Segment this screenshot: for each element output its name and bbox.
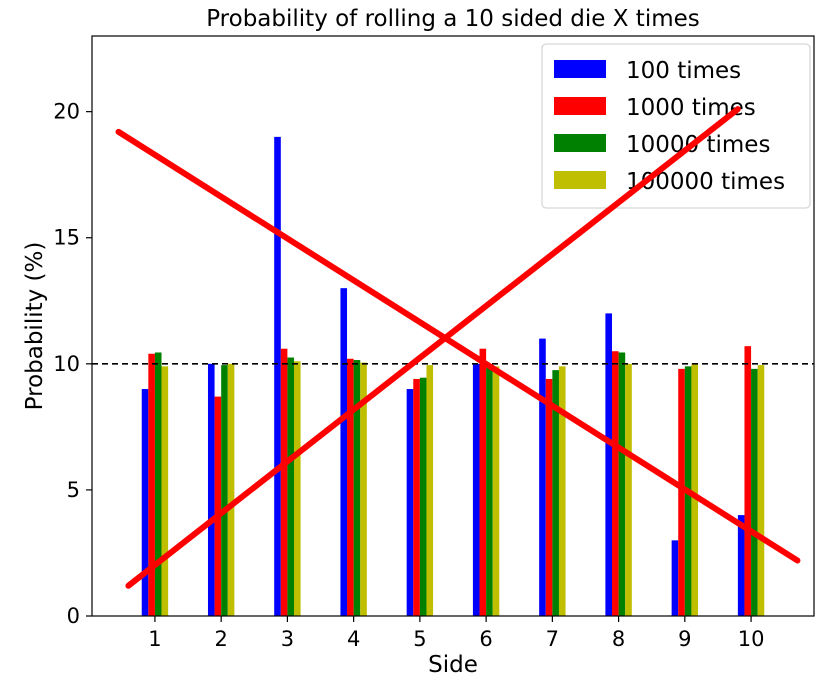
x-tick-label-7: 7 [546, 627, 559, 651]
x-tick-label-3: 3 [281, 627, 294, 651]
bar-series-2-side-7 [545, 378, 553, 616]
legend-label-4: 100000 times [626, 169, 785, 195]
legend: 100 times 1000 times 10000 times 100000 tim… [541, 43, 811, 209]
plot-frame [91, 35, 815, 617]
x-tick-label-5: 5 [413, 627, 426, 651]
cross-out-line-1 [115, 128, 801, 564]
bar-series-4-side-1 [161, 366, 169, 616]
bar-series-3-side-4 [353, 360, 361, 616]
y-tick-label-10: 10 [53, 352, 80, 376]
legend-swatch-4 [554, 171, 606, 189]
bar-series-3-side-2 [221, 365, 228, 616]
y-tick-label-0: 0 [67, 604, 80, 628]
legend-swatch-1 [554, 60, 606, 78]
bar-series-4-side-8 [625, 363, 632, 616]
bar-series-2-side-2 [214, 396, 222, 616]
bar-series-4-side-5 [426, 365, 434, 616]
y-tick-label-5: 5 [67, 478, 80, 502]
bar-series-1-side-8 [605, 313, 612, 616]
x-tick-label-8: 8 [612, 627, 625, 651]
y-tick-label-20: 20 [53, 100, 80, 124]
x-tick-label-2: 2 [214, 627, 227, 651]
bar-series-3-side-7 [552, 370, 559, 616]
bar-series-1-side-7 [539, 338, 546, 616]
bar-series-2-side-9 [678, 368, 685, 616]
bar-series-2-side-8 [612, 351, 619, 616]
bar-series-1-side-3 [274, 136, 281, 616]
bar-series-3-side-8 [618, 352, 626, 616]
x-tick-label-9: 9 [678, 627, 691, 651]
plot-area: 0 5 10 15 20 1 2 3 4 5 6 7 8 9 10 [53, 35, 815, 651]
bar-series-1-side-1 [141, 389, 149, 616]
bar-series-3-side-6 [486, 367, 493, 616]
bar-series-4-side-2 [227, 363, 235, 616]
y-axis-label: Probability (%) [22, 242, 48, 411]
bar-series-4-side-3 [294, 361, 301, 616]
bar-series-2-side-4 [347, 358, 354, 616]
bar-series-4-side-10 [757, 365, 765, 616]
bar-series-4-side-9 [691, 363, 699, 616]
bar-series-4-side-6 [492, 366, 500, 616]
bar-series-3-side-1 [154, 352, 162, 616]
bar-series-2-side-5 [413, 378, 420, 616]
x-tick-label-10: 10 [738, 627, 765, 651]
bar-series-1-side-9 [671, 540, 679, 616]
cross-out-line-2 [125, 106, 741, 589]
bar-series-3-side-5 [419, 377, 427, 616]
legend-label-1: 100 times [626, 58, 741, 84]
chart-title: Probability of rolling a 10 sided die X … [206, 6, 700, 32]
bar-series-2-side-3 [280, 348, 288, 616]
legend-swatch-2 [554, 97, 606, 115]
bar-series-1-side-10 [737, 515, 745, 616]
bar-series-4-side-4 [360, 362, 367, 616]
bar-series-1-side-4 [340, 288, 348, 616]
legend-label-3: 10000 times [626, 132, 770, 158]
x-tick-label-4: 4 [347, 627, 360, 651]
bar-series-3-side-3 [287, 357, 294, 616]
bar-series-2-side-1 [148, 353, 155, 616]
bar-series-1-side-2 [207, 363, 215, 616]
bar-series-1-side-6 [472, 363, 480, 616]
x-axis-label: Side [428, 652, 478, 677]
x-tick-label-6: 6 [479, 627, 492, 651]
bar-series-2-side-10 [744, 346, 752, 616]
x-tick-label-1: 1 [148, 627, 161, 651]
y-tick-label-15: 15 [53, 226, 80, 250]
legend-label-2: 1000 times [626, 95, 756, 121]
legend-box [541, 43, 811, 209]
bar-series-4-side-7 [558, 366, 566, 616]
bar-series-3-side-10 [751, 368, 758, 616]
legend-swatch-3 [554, 134, 606, 152]
bar-series-1-side-5 [406, 389, 414, 616]
bar-series-2-side-6 [479, 348, 487, 616]
